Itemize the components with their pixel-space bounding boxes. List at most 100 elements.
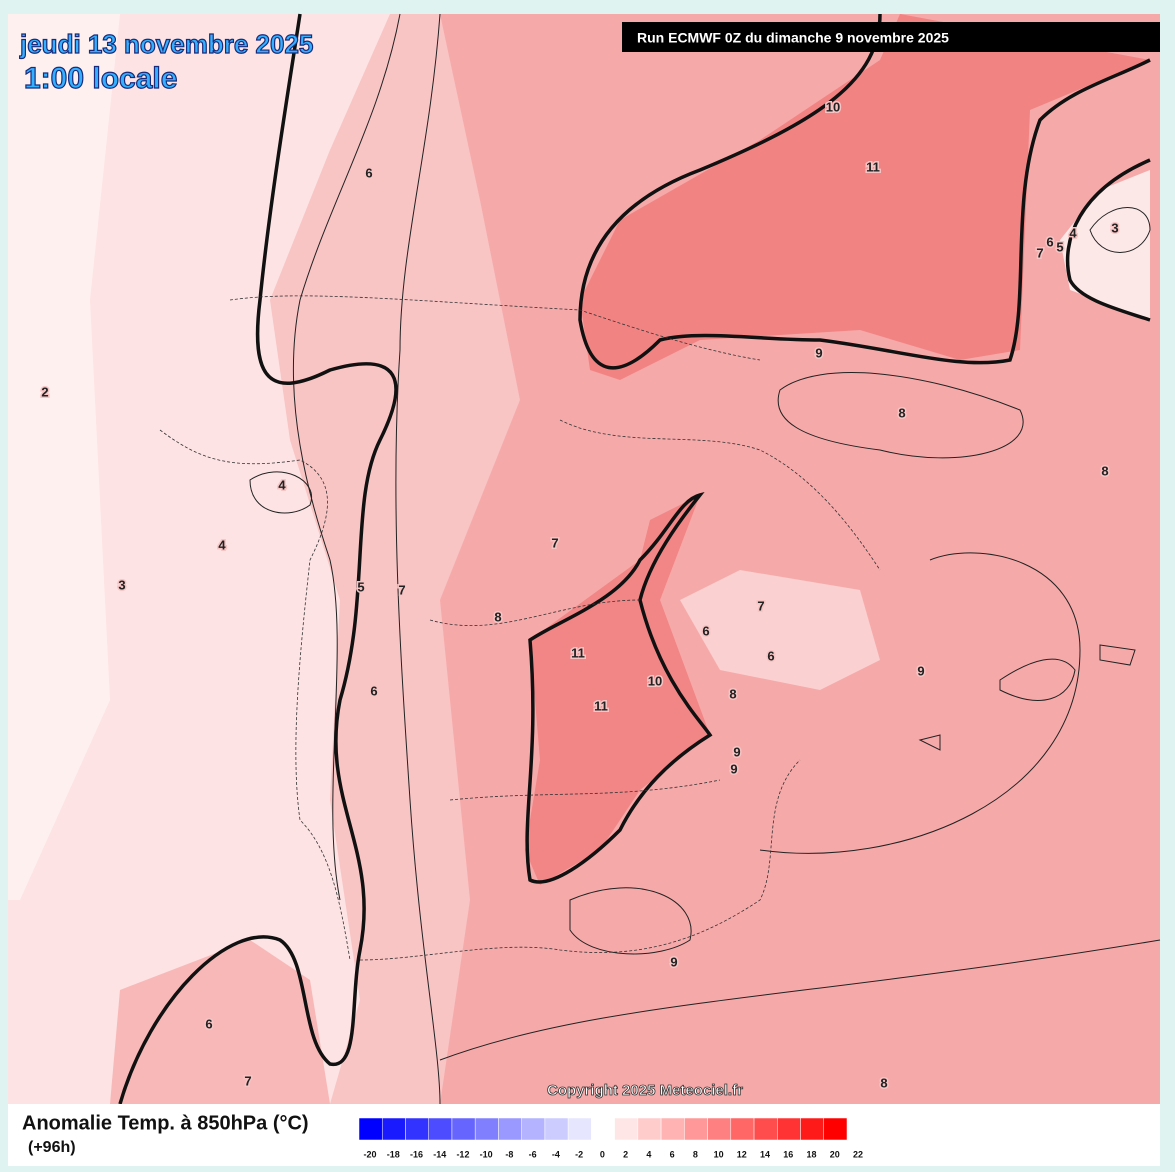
contour-label: 9 xyxy=(917,663,924,678)
colorbar: -20 -18 -16 -14 -12 -10 -8 -6 -4 -2 0 2 4 6 8 10 12 14 16 1… xyxy=(358,1117,863,1159)
color-swatch xyxy=(800,1117,825,1141)
copyright: Copyright 2025 Meteociel.fr xyxy=(547,1082,743,1099)
scale-label: 8 xyxy=(693,1149,698,1159)
contour-label: 7 xyxy=(398,582,405,597)
contour-label: 4 xyxy=(278,477,286,492)
isoline xyxy=(395,13,441,1105)
color-swatch xyxy=(730,1117,755,1141)
color-swatch xyxy=(660,1117,685,1141)
scale-label: 20 xyxy=(830,1149,840,1159)
isoline xyxy=(759,552,1081,854)
contour-label: 2 xyxy=(41,384,48,399)
contour-label: 4 xyxy=(1069,225,1077,240)
contour-label: 9 xyxy=(730,761,737,776)
color-swatch xyxy=(637,1117,662,1141)
contour-label: 11 xyxy=(571,645,585,660)
color-swatch xyxy=(753,1117,778,1141)
color-swatch xyxy=(521,1117,546,1141)
contour-label: 7 xyxy=(551,535,558,550)
color-swatch xyxy=(591,1117,615,1141)
isoline-10 xyxy=(525,492,713,884)
borders xyxy=(159,295,1136,961)
contour-label: 8 xyxy=(1101,463,1108,478)
contour-label: 3 xyxy=(1111,220,1118,235)
scale-label: 22 xyxy=(853,1149,863,1159)
isoline-10 xyxy=(578,13,1151,370)
contour-label: 10 xyxy=(648,673,662,688)
isoline xyxy=(569,887,692,955)
legend-step: (+96h) xyxy=(28,1139,76,1156)
contour-label: 11 xyxy=(866,159,880,174)
scale-label: 14 xyxy=(760,1149,770,1159)
isoline xyxy=(249,471,313,514)
contour-label: 6 xyxy=(702,623,709,638)
contour-label: 7 xyxy=(757,598,764,613)
scale-label: 4 xyxy=(646,1149,651,1159)
scale-label: 2 xyxy=(623,1149,628,1159)
contour-label: 11 xyxy=(594,698,608,713)
scale-label: 10 xyxy=(714,1149,724,1159)
scale-label: -10 xyxy=(480,1149,493,1159)
contour-label: 10 xyxy=(826,99,840,114)
run-label: Run ECMWF 0Z du dimanche 9 novembre 2025 xyxy=(637,30,949,46)
run-banner xyxy=(622,22,1160,52)
field-hot-north xyxy=(580,14,1150,380)
islands xyxy=(918,644,1136,751)
scale-label: -8 xyxy=(505,1149,513,1159)
contour-label: 4 xyxy=(218,537,226,552)
border xyxy=(359,759,801,961)
contour-label: 7 xyxy=(244,1073,251,1088)
color-swatch xyxy=(544,1117,569,1141)
field-hot-center xyxy=(525,495,710,885)
contour-label: 7 xyxy=(1036,245,1043,260)
contour-label: 6 xyxy=(1046,234,1053,249)
isolines xyxy=(249,13,1161,1105)
contour-label: 6 xyxy=(370,683,377,698)
color-swatch xyxy=(823,1117,848,1141)
field-coldest xyxy=(8,14,120,900)
anomaly-fields xyxy=(8,14,1160,1104)
isoline xyxy=(439,939,1161,1061)
color-swatch xyxy=(358,1117,383,1141)
scale-label: -16 xyxy=(410,1149,423,1159)
color-swatch xyxy=(405,1117,429,1141)
contour-label: 8 xyxy=(729,686,736,701)
color-swatch xyxy=(567,1117,592,1141)
field-cold xyxy=(8,14,390,1104)
scale-label: -20 xyxy=(363,1149,376,1159)
color-swatch xyxy=(684,1117,708,1141)
scale-label: 18 xyxy=(807,1149,817,1159)
color-swatch xyxy=(428,1117,453,1141)
color-swatch xyxy=(777,1117,801,1141)
date-label: jeudi 13 novembre 2025 xyxy=(19,29,313,59)
legend-title: Anomalie Temp. à 850hPa (°C) xyxy=(22,1112,309,1134)
contour-label: 3 xyxy=(118,577,125,592)
scale-label: -2 xyxy=(575,1149,583,1159)
field-warm-southwest xyxy=(110,940,330,1104)
isoline xyxy=(1089,207,1151,253)
contour-label: 8 xyxy=(898,405,905,420)
contour-label: 5 xyxy=(1056,239,1063,254)
contour-label: 9 xyxy=(733,744,740,759)
scale-label: 16 xyxy=(783,1149,793,1159)
thick-isolines xyxy=(118,13,1151,1105)
isoline-4 xyxy=(1065,158,1151,322)
color-swatch xyxy=(498,1117,522,1141)
contour-label: 6 xyxy=(205,1016,212,1031)
scale-label: -12 xyxy=(456,1149,469,1159)
border xyxy=(159,429,351,961)
field-cool-east xyxy=(680,570,880,690)
scale-label: -18 xyxy=(387,1149,400,1159)
scale-label: -4 xyxy=(552,1149,560,1159)
border xyxy=(429,419,881,801)
color-swatch xyxy=(381,1117,406,1141)
scale-label: 12 xyxy=(737,1149,747,1159)
contour-label: 8 xyxy=(880,1075,887,1090)
color-swatch xyxy=(707,1117,732,1141)
border xyxy=(229,295,761,361)
isoline-5 xyxy=(118,13,398,1105)
contour-label: 6 xyxy=(365,165,372,180)
isoline xyxy=(777,372,1024,459)
